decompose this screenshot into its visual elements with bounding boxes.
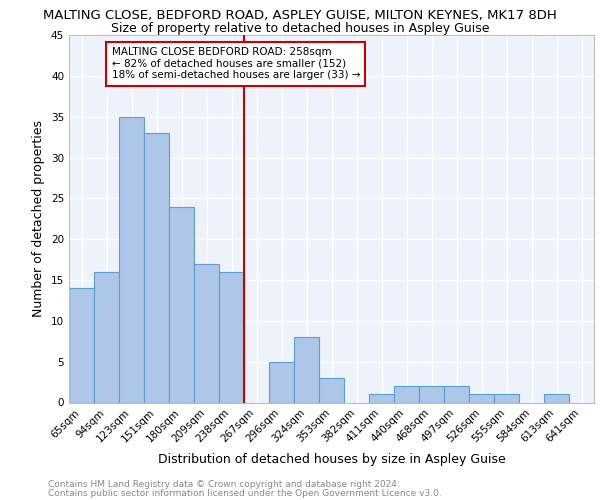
Bar bbox=[169, 206, 194, 402]
Bar bbox=[544, 394, 569, 402]
Bar bbox=[119, 116, 144, 403]
Bar bbox=[394, 386, 419, 402]
Bar bbox=[144, 133, 169, 402]
X-axis label: Distribution of detached houses by size in Aspley Guise: Distribution of detached houses by size … bbox=[158, 452, 505, 466]
Bar bbox=[94, 272, 119, 402]
Bar bbox=[69, 288, 94, 403]
Y-axis label: Number of detached properties: Number of detached properties bbox=[32, 120, 46, 318]
Text: MALTING CLOSE BEDFORD ROAD: 258sqm
← 82% of detached houses are smaller (152)
18: MALTING CLOSE BEDFORD ROAD: 258sqm ← 82%… bbox=[112, 48, 360, 80]
Bar bbox=[294, 337, 319, 402]
Text: Contains public sector information licensed under the Open Government Licence v3: Contains public sector information licen… bbox=[48, 489, 442, 498]
Bar bbox=[419, 386, 444, 402]
Bar bbox=[269, 362, 294, 403]
Bar bbox=[469, 394, 494, 402]
Bar bbox=[494, 394, 519, 402]
Text: MALTING CLOSE, BEDFORD ROAD, ASPLEY GUISE, MILTON KEYNES, MK17 8DH: MALTING CLOSE, BEDFORD ROAD, ASPLEY GUIS… bbox=[43, 9, 557, 22]
Bar bbox=[369, 394, 394, 402]
Text: Contains HM Land Registry data © Crown copyright and database right 2024.: Contains HM Land Registry data © Crown c… bbox=[48, 480, 400, 489]
Bar bbox=[319, 378, 344, 402]
Bar bbox=[219, 272, 244, 402]
Text: Size of property relative to detached houses in Aspley Guise: Size of property relative to detached ho… bbox=[111, 22, 489, 35]
Bar bbox=[444, 386, 469, 402]
Bar bbox=[194, 264, 219, 402]
